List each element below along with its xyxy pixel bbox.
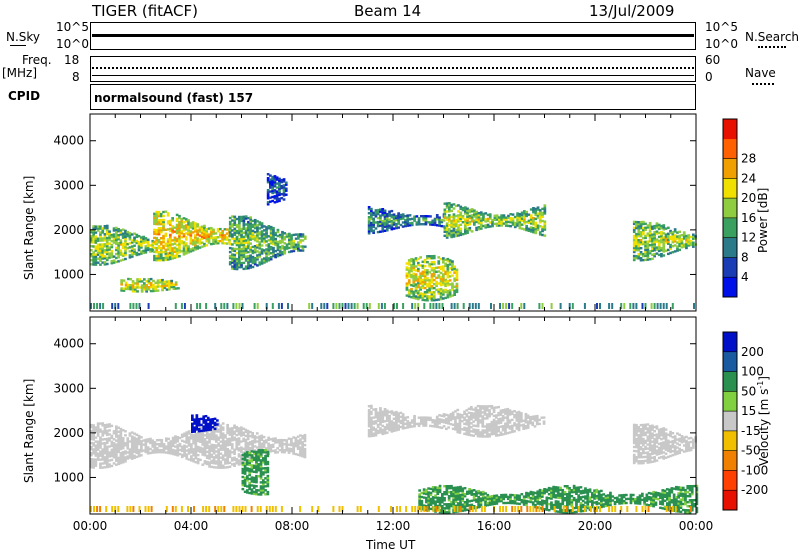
time-axis: 00:00 04:00 08:00 12:00 16:00 20:00 00:00 — [73, 519, 714, 533]
power-colorbar-tick: 24 — [741, 171, 756, 185]
nave-bottom-tick: 0 — [705, 70, 713, 84]
x-tick-label: 16:00 — [477, 519, 512, 533]
nsearch-label: N.Search — [745, 30, 800, 44]
cpid-label: CPID — [8, 89, 41, 103]
beam-label: Beam 14 — [354, 2, 422, 20]
nave-trace — [92, 67, 694, 69]
velocity-colorbar-segment — [723, 470, 737, 491]
freq-top-tick: 18 — [64, 53, 80, 67]
nsky-bottom-tick: 10^0 — [56, 37, 89, 51]
power-colorbar-tick: 20 — [741, 191, 756, 205]
time-xlabel: Time UT — [366, 538, 416, 552]
nsearch-top-tick: 10^5 — [705, 20, 738, 34]
y-tick-label: 2000 — [53, 426, 84, 440]
velocity-ylabel: Slant Range [km] — [22, 378, 36, 483]
power-colorbar-tick: 28 — [741, 152, 756, 166]
nave-label: Nave — [745, 66, 776, 80]
power-colorbar-tick: 4 — [741, 270, 749, 284]
velocity-colorbar-segment — [723, 490, 737, 511]
velocity-echoes — [90, 404, 699, 514]
y-tick-label: 4000 — [53, 134, 84, 148]
velocity-colorbar: 200 100 50 15 -15 -50 -100 -200 — [722, 331, 768, 511]
velocity-colorbar-tick: 50 — [741, 384, 756, 398]
power-colorbar-segment — [723, 277, 737, 298]
power-colorbar-tick: 16 — [741, 211, 756, 225]
power-ylabel: Slant Range [km] — [22, 175, 36, 280]
velocity-colorbar-tick: 200 — [741, 345, 764, 359]
power-colorbar-segment — [723, 237, 737, 258]
nave-top-tick: 60 — [705, 53, 721, 67]
power-colorbar-label: Power [dB] — [756, 187, 770, 253]
velocity-colorbar-tick: -15 — [741, 424, 761, 438]
y-tick-label: 1000 — [53, 267, 84, 281]
nsearch-bottom-tick: 10^0 — [705, 37, 738, 51]
nsky-trace — [92, 34, 694, 37]
velocity-colorbar-tick: 100 — [741, 365, 764, 379]
velocity-colorbar-tick: -200 — [741, 483, 768, 497]
power-colorbar-segment — [723, 119, 737, 140]
velocity-colorbar-segment — [723, 450, 737, 471]
velocity-panel: 1000 2000 3000 4000 — [53, 316, 699, 515]
velocity-colorbar-segment — [723, 371, 737, 392]
power-colorbar: 4 8 12 16 20 24 28 — [722, 118, 756, 298]
velocity-colorbar-label: Velocity [m s-1] — [756, 376, 771, 466]
nsky-top-tick: 10^5 — [56, 20, 89, 34]
velocity-colorbar-segment — [723, 332, 737, 353]
nave-legend-line — [752, 83, 774, 85]
y-tick-label: 2000 — [53, 223, 84, 237]
y-tick-label: 4000 — [53, 337, 84, 351]
nsky-legend-line — [10, 45, 26, 46]
power-colorbar-tick: 12 — [741, 231, 756, 245]
freq-panel — [90, 56, 696, 82]
x-tick-label: 00:00 — [73, 519, 108, 533]
velocity-colorbar-segment — [723, 351, 737, 372]
x-tick-label: 20:00 — [578, 519, 613, 533]
velocity-colorbar-segment — [723, 430, 737, 451]
y-tick-label: 1000 — [53, 470, 84, 484]
y-tick-label: 3000 — [53, 381, 84, 395]
power-frame — [89, 113, 697, 312]
power-colorbar-tick: 8 — [741, 250, 749, 264]
power-colorbar-segment — [723, 198, 737, 219]
x-tick-label: 08:00 — [275, 519, 310, 533]
velocity-colorbar-tick: 15 — [741, 404, 756, 418]
x-tick-label: 12:00 — [376, 519, 411, 533]
velocity-colorbar-tick: -100 — [741, 463, 768, 477]
velocity-colorbar-segment — [723, 411, 737, 432]
x-tick-label: 04:00 — [174, 519, 209, 533]
power-colorbar-segment — [723, 158, 737, 179]
cpid-panel — [90, 84, 696, 110]
power-colorbar-segment — [723, 257, 737, 278]
nsky-label: N.Sky — [6, 30, 41, 44]
velocity-colorbar-segment — [723, 391, 737, 412]
y-tick-label: 3000 — [53, 178, 84, 192]
date-label: 13/Jul/2009 — [589, 2, 675, 20]
cpid-text: normalsound (fast) 157 — [94, 91, 254, 105]
velocity-colorbar-tick: -50 — [741, 444, 761, 458]
power-colorbar-segment — [723, 217, 737, 238]
power-colorbar-segment — [723, 178, 737, 199]
nsearch-legend-line — [758, 46, 786, 48]
power-panel: 1000 2000 3000 4000 — [53, 113, 697, 312]
freq-label: Freq. — [22, 53, 52, 67]
freq-trace — [92, 75, 694, 76]
power-echoes — [90, 173, 697, 309]
freq-bottom-tick: 8 — [72, 70, 80, 84]
x-tick-label: 00:00 — [679, 519, 714, 533]
nsky-panel — [90, 22, 696, 50]
radar-name: TIGER (fitACF) — [92, 2, 199, 20]
power-colorbar-segment — [723, 138, 737, 159]
freq-unit: [MHz] — [2, 66, 38, 80]
